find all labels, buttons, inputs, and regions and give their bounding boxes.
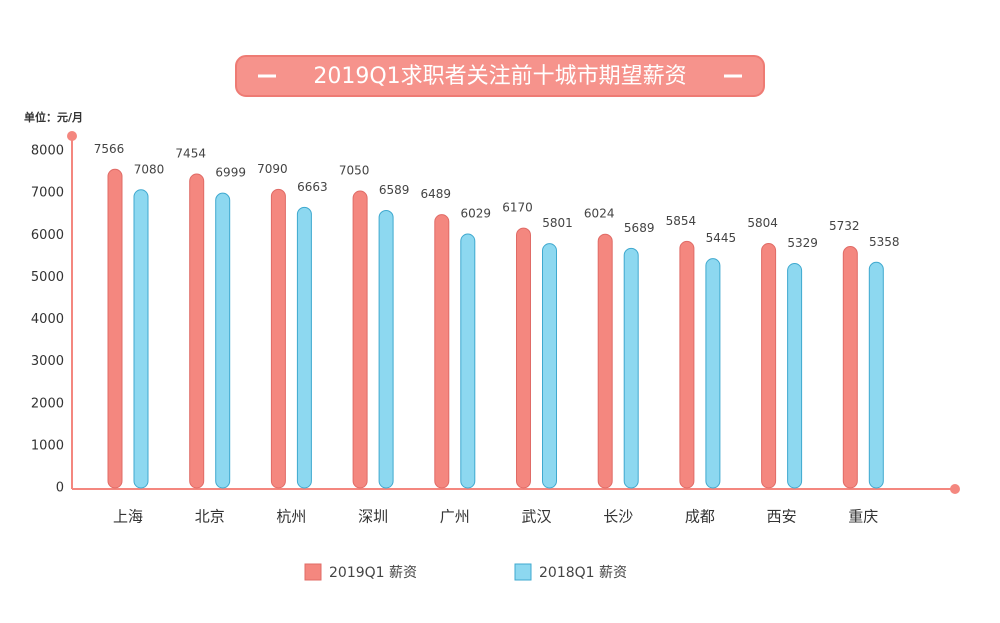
- bar: [352, 190, 368, 489]
- bar: [270, 188, 286, 489]
- legend-swatch: [514, 563, 532, 581]
- bar: [434, 214, 450, 489]
- bar: [761, 243, 777, 489]
- x-tick-label: 西安: [767, 508, 797, 526]
- value-label: 5445: [706, 231, 737, 245]
- value-label: 6663: [297, 180, 328, 194]
- x-tick-label: 长沙: [603, 508, 633, 526]
- y-tick-label: 7000: [31, 186, 64, 201]
- bar: [189, 173, 205, 489]
- value-label: 7080: [134, 162, 165, 176]
- value-label: 5329: [787, 236, 818, 250]
- x-tick-label: 重庆: [848, 508, 878, 526]
- x-tick-label: 武汉: [521, 508, 551, 526]
- y-tick-label: 2000: [31, 396, 64, 411]
- legend-label: 2018Q1 薪资: [539, 565, 627, 581]
- bar: [597, 233, 613, 489]
- legend-label: 2019Q1 薪资: [329, 565, 417, 581]
- value-label: 5358: [869, 235, 900, 249]
- bar: [787, 263, 803, 489]
- value-label: 7090: [257, 162, 288, 176]
- bar: [133, 189, 149, 489]
- value-label: 7566: [94, 142, 125, 156]
- value-label: 5732: [829, 219, 860, 233]
- y-tick-label: 6000: [31, 228, 64, 243]
- title-banner: [235, 55, 765, 97]
- x-tick-label: 北京: [195, 508, 225, 526]
- value-label: 6029: [461, 207, 492, 221]
- bar: [460, 233, 476, 489]
- value-label: 6024: [584, 207, 615, 221]
- y-tick-label: 1000: [31, 438, 64, 453]
- x-tick-label: 杭州: [276, 508, 306, 526]
- x-tick-label: 广州: [440, 508, 470, 526]
- value-label: 5689: [624, 221, 655, 235]
- axis-dot: [950, 484, 960, 494]
- value-label: 5801: [542, 216, 573, 230]
- chart-title: 2019Q1求职者关注前十城市期望薪资: [313, 64, 686, 89]
- bar: [542, 243, 557, 489]
- value-label: 7454: [175, 147, 206, 161]
- x-tick-label: 成都: [685, 508, 715, 526]
- y-tick-label: 3000: [31, 354, 64, 369]
- y-axis-label: 单位：元/月: [24, 110, 83, 124]
- value-label: 6170: [502, 201, 533, 215]
- x-tick-label: 深圳: [358, 508, 388, 526]
- value-label: 7050: [339, 164, 370, 178]
- value-label: 6999: [215, 166, 246, 180]
- bar: [842, 246, 858, 489]
- y-tick-label: 0: [56, 481, 64, 496]
- bar: [868, 261, 884, 489]
- axis-dot: [67, 131, 77, 141]
- x-tick-label: 上海: [113, 508, 143, 526]
- value-label: 5854: [666, 214, 697, 228]
- y-tick-label: 4000: [31, 312, 64, 327]
- y-tick-label: 5000: [31, 270, 64, 285]
- legend-swatch: [304, 563, 322, 581]
- bar: [296, 206, 312, 489]
- bar: [679, 240, 695, 489]
- bar: [705, 258, 721, 489]
- bar: [378, 209, 394, 489]
- y-tick-label: 8000: [31, 144, 64, 159]
- value-label: 5804: [747, 216, 778, 230]
- value-label: 6589: [379, 183, 410, 197]
- bar: [623, 247, 639, 489]
- value-label: 6489: [421, 187, 452, 201]
- bar: [215, 192, 231, 489]
- bar: [516, 227, 531, 489]
- bar: [107, 168, 123, 489]
